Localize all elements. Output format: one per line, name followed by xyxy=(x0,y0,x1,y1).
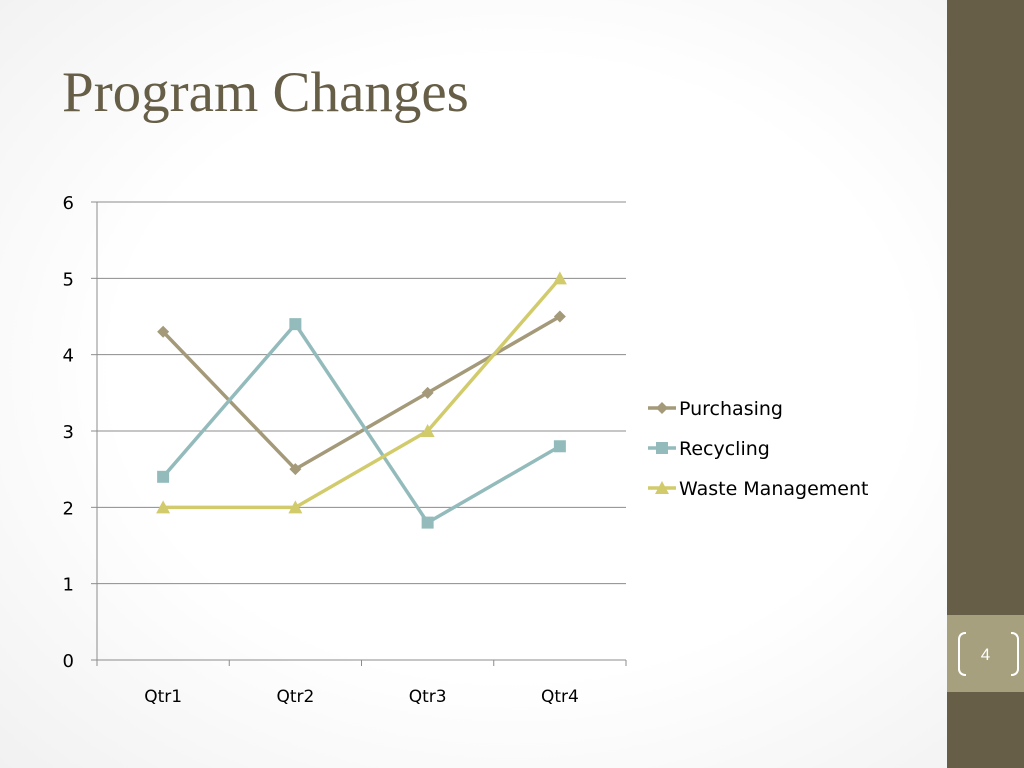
data-point-purchasing xyxy=(553,310,566,323)
x-tick-label: Qtr4 xyxy=(541,687,579,707)
left-bracket-icon xyxy=(958,632,966,676)
y-tick-label: 0 xyxy=(63,651,74,672)
data-point-recycling xyxy=(289,318,302,331)
x-tick-label: Qtr2 xyxy=(276,687,314,707)
y-tick-label: 5 xyxy=(63,269,74,290)
legend-item-waste-management: Waste Management xyxy=(648,478,868,500)
gridlines xyxy=(97,201,626,585)
series-lines xyxy=(156,271,567,529)
page-number-box: 4 xyxy=(947,615,1024,692)
legend-item-recycling: Recycling xyxy=(648,438,770,460)
x-tick-label: Qtr1 xyxy=(144,687,182,707)
right-bracket-icon xyxy=(1011,632,1019,676)
line-chart: 0 1 2 3 4 5 6 Qtr1 Qtr2 Qtr3 Qtr4 Purchasing Recycl… xyxy=(63,193,869,707)
y-tick-label: 1 xyxy=(63,575,74,596)
series-line-recycling xyxy=(161,322,561,525)
series-purchasing xyxy=(157,310,566,476)
y-tick-label: 6 xyxy=(63,193,74,214)
data-point-purchasing xyxy=(421,386,434,399)
data-point-waste-management xyxy=(288,500,303,514)
data-point-purchasing xyxy=(157,325,170,338)
series-waste-management xyxy=(156,271,567,514)
data-point-waste-management xyxy=(156,500,171,514)
x-tick-label: Qtr3 xyxy=(409,687,447,707)
y-tick-label: 3 xyxy=(63,422,74,443)
legend-label: Purchasing xyxy=(679,398,783,420)
data-point-recycling xyxy=(553,440,566,453)
legend-label: Waste Management xyxy=(679,478,868,500)
page-number: 4 xyxy=(980,645,991,664)
legend-marker-icon xyxy=(656,442,668,454)
legend: Purchasing Recycling Waste Management xyxy=(648,398,868,500)
data-point-recycling xyxy=(157,470,170,483)
data-point-purchasing xyxy=(289,463,302,476)
series-recycling xyxy=(157,318,566,529)
axes: 0 1 2 3 4 5 6 Qtr1 Qtr2 Qtr3 Qtr4 xyxy=(63,193,627,707)
y-tick-label: 4 xyxy=(63,346,74,367)
legend-item-purchasing: Purchasing xyxy=(648,398,783,420)
legend-marker-icon xyxy=(655,481,669,494)
data-point-waste-management xyxy=(552,271,567,285)
slide-title: Program Changes xyxy=(62,61,469,124)
data-point-waste-management xyxy=(420,424,435,437)
legend-label: Recycling xyxy=(679,438,770,460)
data-point-recycling xyxy=(421,516,434,529)
legend-marker-icon xyxy=(656,402,668,414)
y-tick-label: 2 xyxy=(63,498,74,519)
series-line-purchasing xyxy=(161,314,561,471)
series-line-waste-management xyxy=(163,277,562,510)
